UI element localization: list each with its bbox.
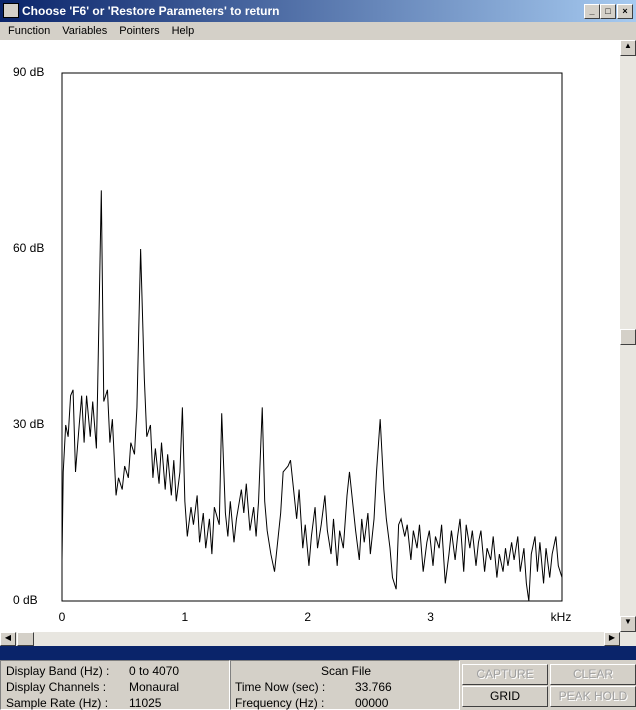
button-panel: CAPTURE CLEAR GRID PEAK HOLD	[462, 664, 636, 710]
scroll-left[interactable]: ◀	[0, 632, 16, 646]
menu-bar: Function Variables Pointers Help	[0, 22, 636, 40]
scan-label: Time Now (sec) :	[235, 680, 326, 694]
x-tick-label: 1	[182, 610, 189, 624]
control-button[interactable]: GRID	[462, 686, 548, 707]
x-tick-label: 0	[59, 610, 66, 624]
title-bar: Choose 'F6' or 'Restore Parameters' to r…	[0, 0, 636, 22]
info-value: Monaural	[129, 680, 180, 694]
scan-panel: Scan File Time Now (sec) : 33.766 Frequency…	[230, 660, 460, 710]
menu-item[interactable]: Function	[8, 25, 51, 37]
menu-item[interactable]: Variables	[62, 25, 108, 37]
minimize-button[interactable]: _	[584, 4, 600, 19]
control-button[interactable]: CLEAR	[550, 664, 636, 685]
scroll-thumb[interactable]	[620, 329, 636, 345]
app-icon	[3, 3, 19, 18]
chart: 0 dB 30 dB 60 dB 90 dB 0 1 2 3 kHz	[0, 40, 620, 632]
scroll-up[interactable]: ▲	[620, 40, 636, 56]
close-button[interactable]: ×	[617, 4, 633, 19]
plot-frame	[61, 72, 563, 602]
vertical-scrollbar[interactable]: ▲ ▼	[620, 40, 636, 632]
menu-item[interactable]: Help	[171, 25, 195, 37]
menu-item[interactable]: Pointers	[119, 25, 160, 37]
y-tick-label: 60 dB	[13, 241, 44, 255]
x-tick-label: 3	[427, 610, 434, 624]
scan-value: 00000	[355, 696, 389, 710]
spectrum-line	[61, 190, 563, 602]
chart-background	[0, 40, 620, 632]
info-label: Display Channels :	[6, 680, 107, 694]
info-value: 0 to 4070	[129, 664, 180, 678]
control-button[interactable]: PEAK HOLD	[550, 686, 636, 707]
maximize-button[interactable]: □	[600, 4, 616, 19]
window-title: Choose 'F6' or 'Restore Parameters' to r…	[22, 4, 280, 18]
scan-value: 33.766	[355, 680, 392, 694]
status-strip	[0, 646, 636, 660]
scroll-down[interactable]: ▼	[620, 616, 636, 632]
x-tick-label: 2	[304, 610, 311, 624]
scan-label: Frequency (Hz) :	[235, 696, 325, 710]
x-axis-label: kHz	[551, 610, 572, 624]
scroll-right[interactable]: ▶	[604, 632, 620, 646]
horizontal-scrollbar[interactable]: ◀ ▶	[0, 632, 636, 646]
y-tick-label: 90 dB	[13, 65, 44, 79]
info-label: Sample Rate (Hz) :	[6, 696, 109, 710]
info-label: Display Band (Hz) :	[6, 664, 110, 678]
info-panel: Display Band (Hz) : 0 to 4070 Display Chan…	[0, 660, 230, 710]
info-value: 11025	[129, 696, 162, 710]
y-tick-label: 0 dB	[13, 593, 38, 607]
scan-title: Scan File	[321, 664, 372, 678]
control-button[interactable]: CAPTURE	[462, 664, 548, 685]
scroll-thumb[interactable]	[17, 632, 34, 646]
y-tick-label: 30 dB	[13, 417, 44, 431]
